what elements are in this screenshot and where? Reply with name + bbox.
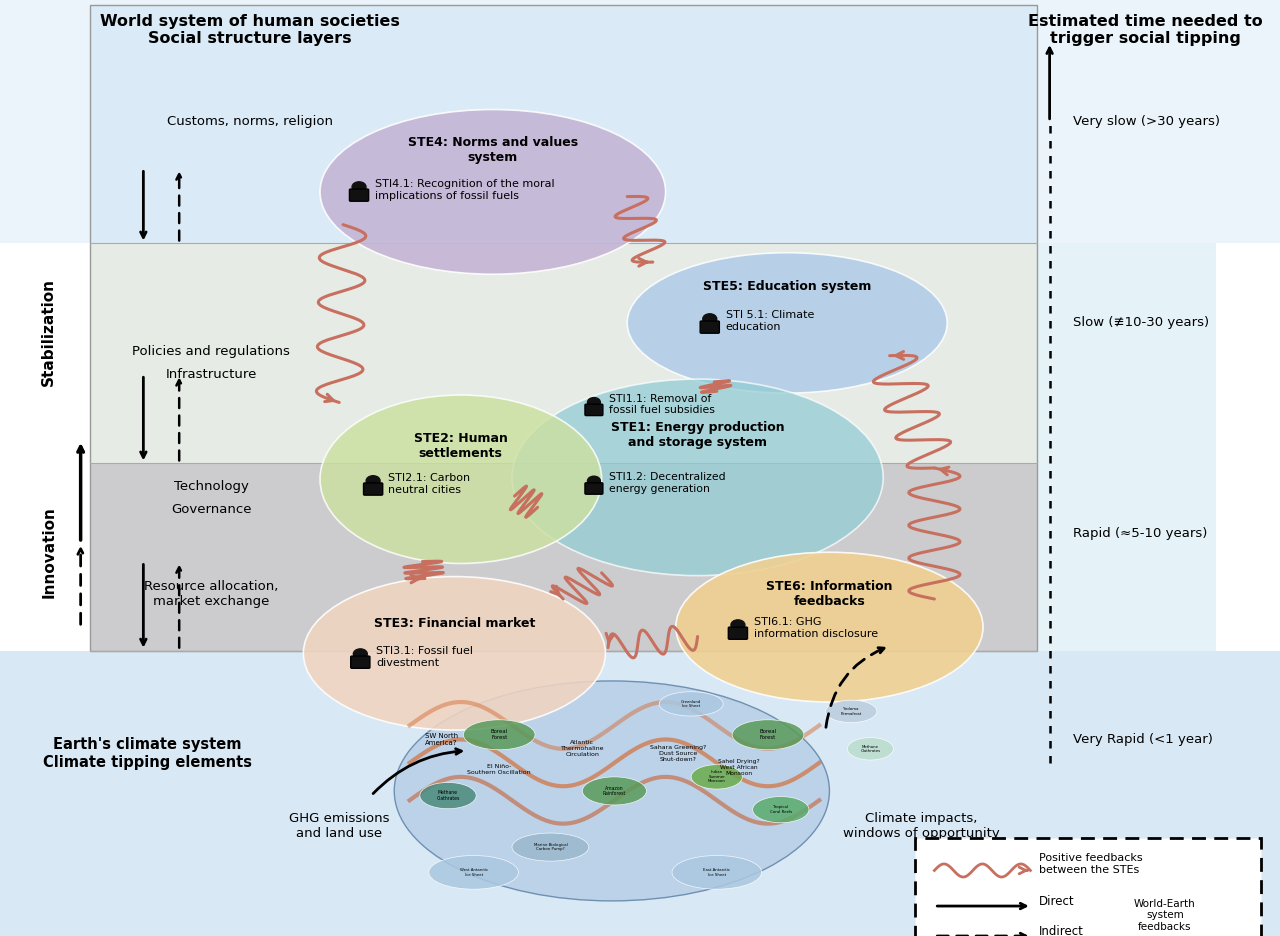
Text: Greenland
Ice Sheet: Greenland Ice Sheet [681,699,701,709]
Ellipse shape [753,797,809,823]
Ellipse shape [676,552,983,702]
Ellipse shape [732,720,804,750]
Bar [90,463,1037,651]
Circle shape [366,475,380,486]
Text: Atlantic
Thermohaline
Circulation: Atlantic Thermohaline Circulation [561,740,604,757]
Text: STI 5.1: Climate
education: STI 5.1: Climate education [726,310,814,332]
Text: Stabilization: Stabilization [41,278,56,387]
Circle shape [588,398,600,407]
Text: Methane
Clathrates: Methane Clathrates [436,790,460,801]
Text: STI1.1: Removal of
fossil fuel subsidies: STI1.1: Removal of fossil fuel subsidies [609,393,716,416]
Ellipse shape [672,856,762,889]
Text: Positive feedbacks
between the STEs: Positive feedbacks between the STEs [1039,853,1143,875]
Ellipse shape [320,395,602,563]
FancyBboxPatch shape [585,483,603,494]
Ellipse shape [463,720,535,750]
Text: Customs, norms, religion: Customs, norms, religion [166,115,333,128]
FancyBboxPatch shape [915,838,1261,936]
Ellipse shape [582,777,646,805]
Ellipse shape [320,110,666,274]
Ellipse shape [429,856,518,889]
Text: Innovation: Innovation [41,506,56,598]
Circle shape [353,649,367,659]
Text: Infrastructure: Infrastructure [165,368,257,381]
Circle shape [588,476,600,486]
Text: STE3: Financial market: STE3: Financial market [374,617,535,630]
Text: East Antarctic
Ice Sheet: East Antarctic Ice Sheet [703,868,731,877]
Text: Boreal
Forest: Boreal Forest [759,729,777,740]
Circle shape [352,182,366,192]
Bar [90,5,1216,651]
Text: Amazon
Rainforest: Amazon Rainforest [603,785,626,797]
FancyBboxPatch shape [349,189,369,201]
Text: Direct: Direct [1039,895,1075,908]
FancyBboxPatch shape [728,627,748,639]
Bar [0,0,1280,243]
Text: Methane
Clathrates: Methane Clathrates [860,744,881,753]
Text: West Antarctic
Ice Sheet: West Antarctic Ice Sheet [460,868,488,877]
FancyBboxPatch shape [364,483,383,495]
Text: STE2: Human
settlements: STE2: Human settlements [413,431,508,460]
Text: STE4: Norms and values
system: STE4: Norms and values system [408,136,577,164]
Circle shape [731,620,745,630]
Text: Estimated time needed to
trigger social tipping: Estimated time needed to trigger social … [1028,14,1263,46]
Text: Climate impacts,
windows of opportunity: Climate impacts, windows of opportunity [844,812,1000,840]
Bar [90,5,1037,651]
Bar [90,5,1037,243]
Ellipse shape [512,379,883,576]
FancyBboxPatch shape [585,404,603,416]
Text: Indian
Summer
Monsoon: Indian Summer Monsoon [708,770,726,783]
Text: World-Earth
system
feedbacks: World-Earth system feedbacks [1134,899,1196,932]
FancyBboxPatch shape [351,656,370,668]
Text: El Niño-
Southern Oscillation: El Niño- Southern Oscillation [467,764,531,775]
Ellipse shape [627,253,947,393]
Ellipse shape [420,782,476,809]
Text: STI1.2: Decentralized
energy generation: STI1.2: Decentralized energy generation [609,472,726,494]
Bar [90,243,1037,463]
FancyBboxPatch shape [700,321,719,333]
Text: Boreal
Forest: Boreal Forest [490,729,508,740]
Text: STI4.1: Recognition of the moral
implications of fossil fuels: STI4.1: Recognition of the moral implica… [375,179,554,201]
Text: Very Rapid (<1 year): Very Rapid (<1 year) [1073,733,1212,746]
Text: Governance: Governance [172,503,251,516]
Text: Resource allocation,
market exchange: Resource allocation, market exchange [145,580,278,608]
Text: Very slow (>30 years): Very slow (>30 years) [1073,115,1220,128]
Text: Indirect: Indirect [1039,925,1084,936]
Text: STI2.1: Carbon
neutral cities: STI2.1: Carbon neutral cities [388,473,470,495]
Circle shape [703,314,717,324]
Text: STE5: Education system: STE5: Education system [703,280,872,293]
Text: Slow (≢10-30 years): Slow (≢10-30 years) [1073,316,1208,329]
Ellipse shape [659,692,723,716]
Text: GHG emissions
and land use: GHG emissions and land use [289,812,389,840]
Text: Sahara Greening?
Dust Source
Shut-down?: Sahara Greening? Dust Source Shut-down? [650,745,707,762]
Text: Technology: Technology [174,480,248,493]
Ellipse shape [394,681,829,900]
Text: Yedoma
Permafrost: Yedoma Permafrost [841,707,861,716]
Bar [0,651,1280,936]
Ellipse shape [826,700,877,723]
Ellipse shape [691,765,742,789]
Ellipse shape [303,577,605,730]
Text: STE1: Energy production
and storage system: STE1: Energy production and storage syst… [611,421,785,449]
Text: STI6.1: GHG
information disclosure: STI6.1: GHG information disclosure [754,617,878,639]
Text: STE6: Information
feedbacks: STE6: Information feedbacks [767,580,892,608]
Text: Marine Biological
Carbon Pump?: Marine Biological Carbon Pump? [534,842,567,852]
Text: World system of human societies
Social structure layers: World system of human societies Social s… [100,14,399,46]
Text: Earth's climate system
Climate tipping elements: Earth's climate system Climate tipping e… [42,738,252,769]
Text: STI3.1: Fossil fuel
divestment: STI3.1: Fossil fuel divestment [376,646,474,668]
Text: Tropical
Coral Reefs: Tropical Coral Reefs [769,805,792,814]
Ellipse shape [847,738,893,760]
Text: Sahel Drying?
West African
Monsoon: Sahel Drying? West African Monsoon [718,759,759,776]
Ellipse shape [512,833,589,861]
Text: SW North
America?: SW North America? [425,733,458,746]
Text: Policies and regulations: Policies and regulations [132,344,291,358]
Text: Rapid (≈5-10 years): Rapid (≈5-10 years) [1073,527,1207,540]
